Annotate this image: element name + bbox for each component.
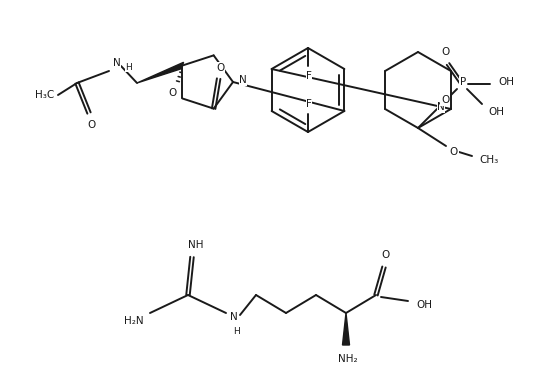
Text: O: O	[442, 47, 450, 57]
Text: H₂N: H₂N	[124, 316, 144, 326]
Text: F: F	[306, 71, 312, 81]
Polygon shape	[137, 62, 183, 83]
Text: O: O	[168, 88, 176, 98]
Text: N: N	[113, 58, 121, 68]
Text: N: N	[239, 75, 247, 85]
Text: O: O	[216, 62, 225, 73]
Text: OH: OH	[498, 77, 514, 87]
Text: H₃C: H₃C	[35, 90, 54, 100]
Text: OH: OH	[416, 300, 432, 310]
Text: N: N	[437, 102, 445, 112]
Text: H: H	[233, 327, 239, 336]
Text: H: H	[126, 62, 132, 72]
Text: N: N	[230, 312, 238, 322]
Text: NH₂: NH₂	[338, 354, 358, 364]
Text: O: O	[450, 147, 458, 157]
Text: CH₃: CH₃	[479, 155, 498, 165]
Text: P: P	[460, 77, 466, 87]
Polygon shape	[343, 313, 350, 345]
Text: NH: NH	[188, 240, 204, 250]
Text: O: O	[87, 120, 95, 130]
Text: OH: OH	[488, 107, 504, 117]
Text: F: F	[306, 99, 312, 109]
Text: O: O	[441, 95, 449, 105]
Text: O: O	[382, 250, 390, 260]
